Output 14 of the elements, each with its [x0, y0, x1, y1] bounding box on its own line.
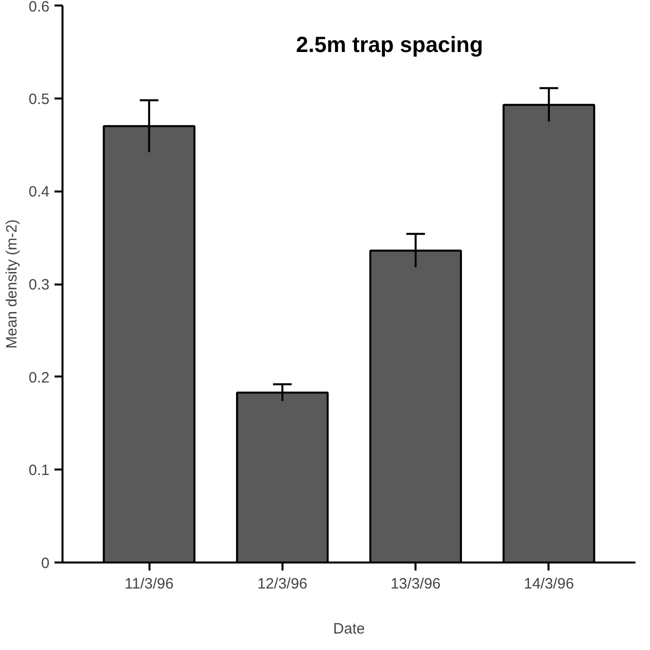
y-tick-label: 0.6 — [28, 0, 50, 16]
y-tick-label: 0.5 — [28, 90, 50, 108]
text: 2.5m trap spacing — [296, 32, 484, 57]
x-tick-label: 12/3/96 — [257, 576, 308, 592]
y-tick-label: 0.4 — [28, 184, 50, 201]
x-tick-label: 11/3/96 — [124, 576, 174, 592]
x-tick-label: 13/3/96 — [390, 576, 441, 592]
y-tick-label: 0.2 — [28, 369, 50, 386]
y-axis-title: Mean density (m-2) — [4, 219, 21, 349]
y-tick-label: 0.3 — [28, 276, 50, 294]
y-tick-label: 0 — [41, 555, 50, 572]
x-tick-label: 14/3/96 — [524, 576, 574, 592]
y-tick-label: 0.1 — [28, 462, 50, 480]
x-axis-title: Date — [333, 620, 365, 638]
